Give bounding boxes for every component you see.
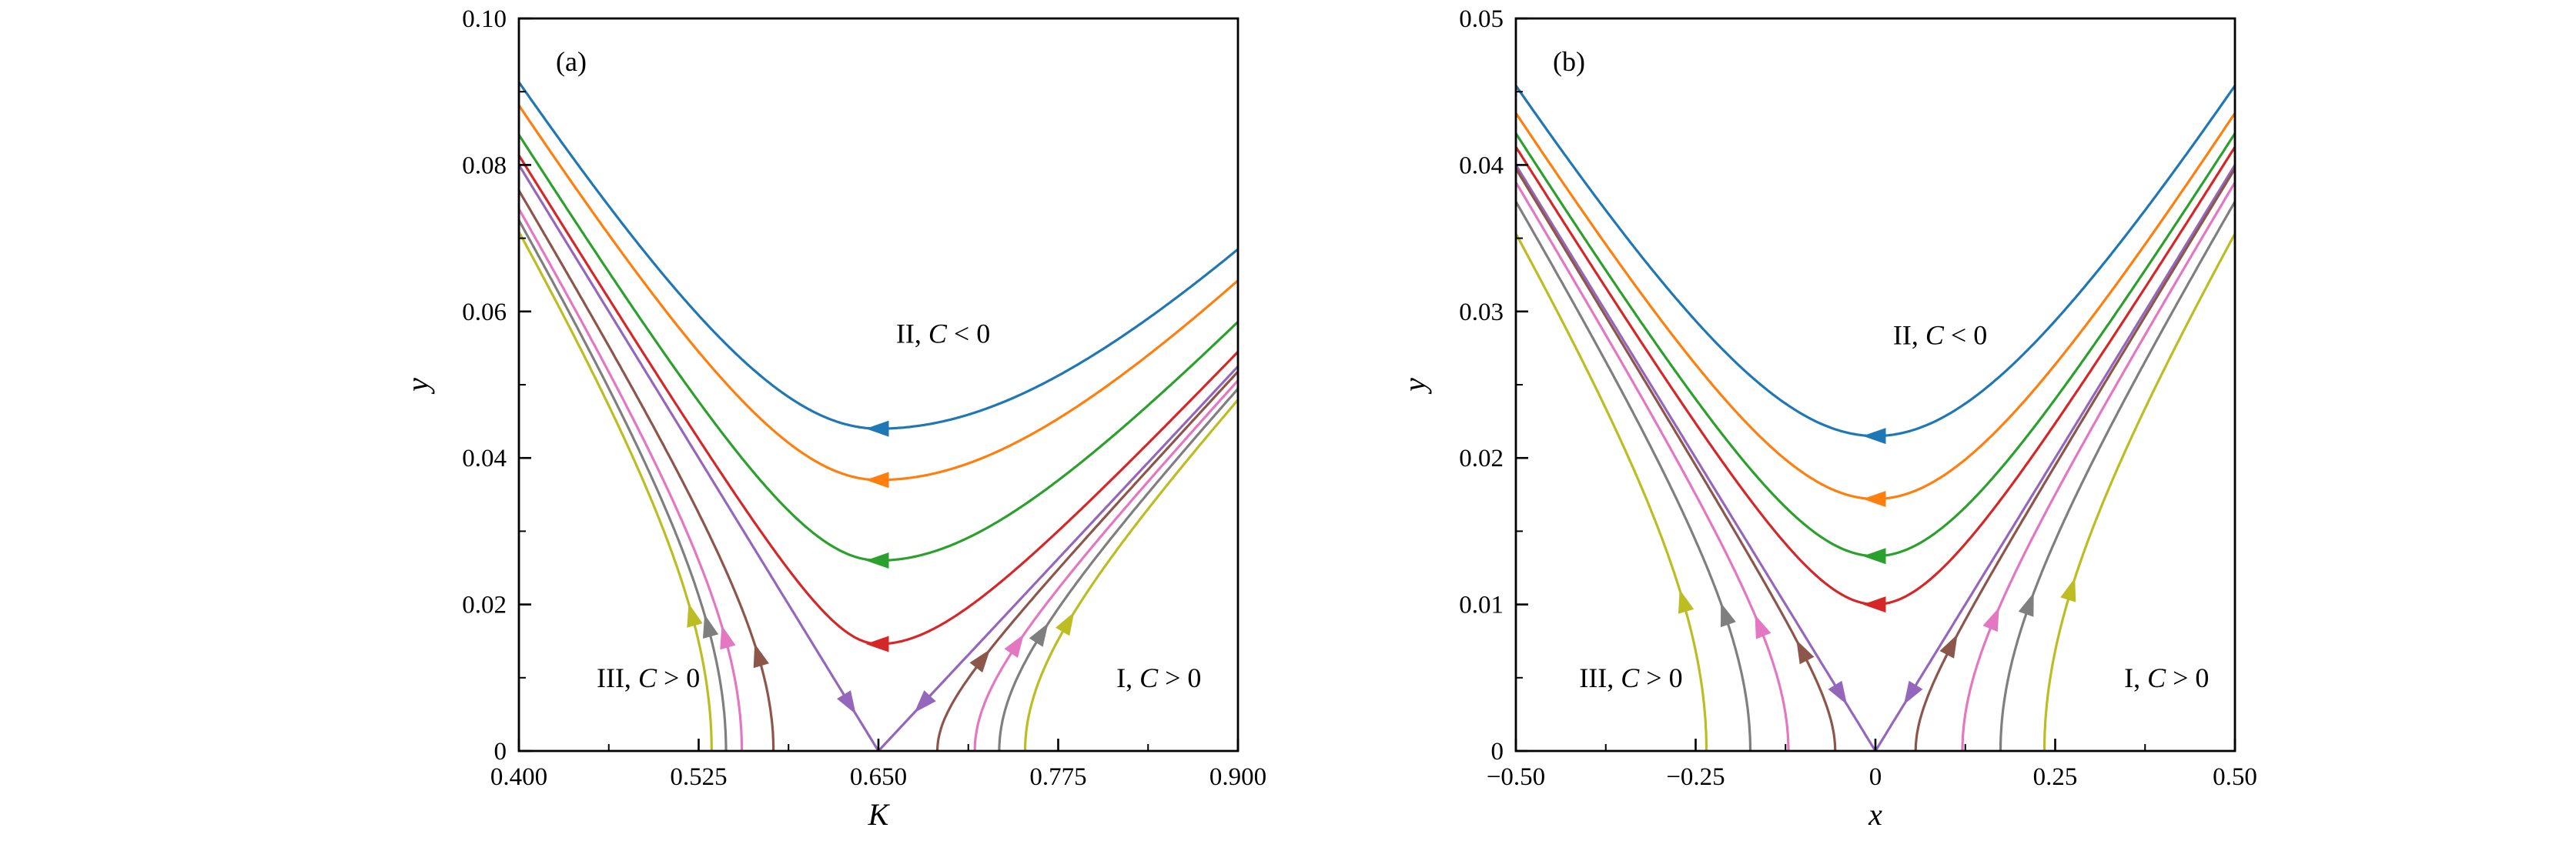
y-tick-label: 0.04 — [462, 445, 507, 472]
flow-arrow-olive-left — [687, 603, 703, 628]
flow-arrow-green — [865, 552, 889, 569]
x-tick-label: −0.25 — [1666, 763, 1725, 791]
y-tick-label: 0.06 — [462, 299, 507, 326]
separatrix-purple — [519, 164, 1238, 751]
x-axis-label: x — [1868, 797, 1882, 832]
x-tick-label: 0.650 — [850, 763, 907, 791]
trajectory-gray-left — [519, 217, 728, 751]
y-tick-label: 0.01 — [1459, 592, 1504, 619]
trajectory-olive-right — [2042, 231, 2235, 751]
panel-label-a: (a) — [556, 46, 587, 77]
axes-frame — [1514, 17, 2236, 753]
x-tick-label: 0.400 — [490, 763, 547, 791]
flow-arrow-blue — [1862, 428, 1886, 445]
x-axis-label: K — [868, 797, 891, 832]
annotation-region-III: III, C > 0 — [597, 662, 700, 693]
trajectory-pink-right — [1961, 179, 2235, 751]
annotation-region-II: II, C < 0 — [896, 318, 990, 349]
flow-arrow-purple-right — [914, 690, 936, 713]
annotation-region-I: I, C > 0 — [1116, 662, 1201, 693]
flow-arrow-orange — [865, 472, 889, 489]
annotation-region-III: III, C > 0 — [1579, 662, 1682, 693]
flow-arrow-brown-left — [1796, 639, 1815, 665]
flow-arrow-purple-left — [1828, 680, 1848, 705]
trajectory-pink-left — [519, 206, 744, 751]
panel-b: −0.50 −0.25 0 0.25 0.50 0 0.01 0.02 0.03 0.04 0.05… — [1397, 5, 2257, 832]
y-tick-label: 0.10 — [462, 5, 507, 33]
x-tick-label: −0.50 — [1487, 763, 1545, 791]
flow-arrow-pink-left — [1755, 614, 1771, 639]
flow-arrow-blue — [865, 420, 889, 437]
y-tick-label: 0.05 — [1459, 5, 1504, 33]
y-axis-label: y — [400, 378, 435, 395]
flow-arrow-olive-right — [2060, 577, 2076, 602]
trajectory-gray-right — [998, 386, 1238, 751]
annotation-region-I: I, C > 0 — [2124, 662, 2209, 693]
x-tick-label: 0.25 — [2033, 763, 2078, 791]
trajectory-blue — [1516, 85, 2235, 438]
flow-arrow-gray-right — [1029, 622, 1049, 647]
flow-arrow-pink-left — [720, 625, 736, 650]
annotation-region-II: II, C < 0 — [1893, 319, 1987, 350]
y-tick-label: 0.02 — [462, 592, 507, 619]
curves-group — [1516, 85, 2235, 751]
x-tick-label: 0.50 — [2213, 763, 2257, 791]
x-tick-label: 0.900 — [1209, 763, 1266, 791]
trajectory-green — [519, 134, 1238, 562]
flow-arrow-olive-right — [1055, 612, 1075, 636]
separatrix-purple — [1516, 164, 2235, 751]
trajectory-olive-left — [1516, 231, 1708, 751]
trajectory-brown-right — [1914, 166, 2235, 751]
flow-arrow-pink-right — [1982, 607, 1999, 632]
flow-arrow-gray-right — [2018, 592, 2034, 617]
flow-arrow-green — [1862, 548, 1886, 565]
flow-arrow-brown-right — [1939, 634, 1958, 659]
flow-arrow-red — [1862, 596, 1886, 613]
flow-arrow-brown-left — [753, 643, 769, 669]
flow-arrow-pink-right — [1004, 634, 1024, 658]
y-tick-label: 0.02 — [1459, 445, 1504, 472]
flow-arrow-purple-left — [837, 690, 856, 715]
trajectory-brown-right — [936, 369, 1238, 751]
x-tick-label: 0 — [1869, 763, 1882, 791]
x-tick-label: 0.775 — [1029, 763, 1086, 791]
trajectory-red — [1516, 146, 2235, 606]
x-tick-label: 0.525 — [670, 763, 727, 791]
y-tick-label: 0.08 — [462, 152, 507, 179]
trajectory-gray-right — [1999, 199, 2235, 751]
flow-arrow-gray-left — [1721, 602, 1736, 628]
flow-arrow-gray-left — [703, 614, 719, 639]
y-tick-label: 0.04 — [1459, 152, 1504, 179]
y-axis-label: y — [1397, 378, 1432, 395]
trajectory-brown-left — [519, 188, 775, 751]
flow-arrow-olive-left — [1678, 589, 1694, 614]
flow-arrow-brown-right — [969, 649, 991, 673]
y-tick-label: 0 — [494, 738, 507, 766]
panel-a: 0.400 0.525 0.650 0.775 0.900 0 0.02 0.04 0.06 0.… — [400, 5, 1266, 832]
flow-arrow-orange — [1862, 491, 1886, 507]
y-tick-label: 0 — [1491, 738, 1504, 766]
flow-arrow-red — [865, 636, 889, 652]
flow-arrow-purple-right — [1903, 680, 1923, 705]
trajectory-brown-left — [1516, 166, 1837, 751]
trajectory-olive-left — [519, 229, 713, 751]
trajectory-orange — [1516, 112, 2235, 501]
trajectory-pink-right — [973, 379, 1238, 751]
trajectory-gray-left — [1516, 199, 1752, 751]
y-tick-label: 0.03 — [1459, 299, 1504, 326]
panel-label-b: (b) — [1553, 46, 1585, 77]
